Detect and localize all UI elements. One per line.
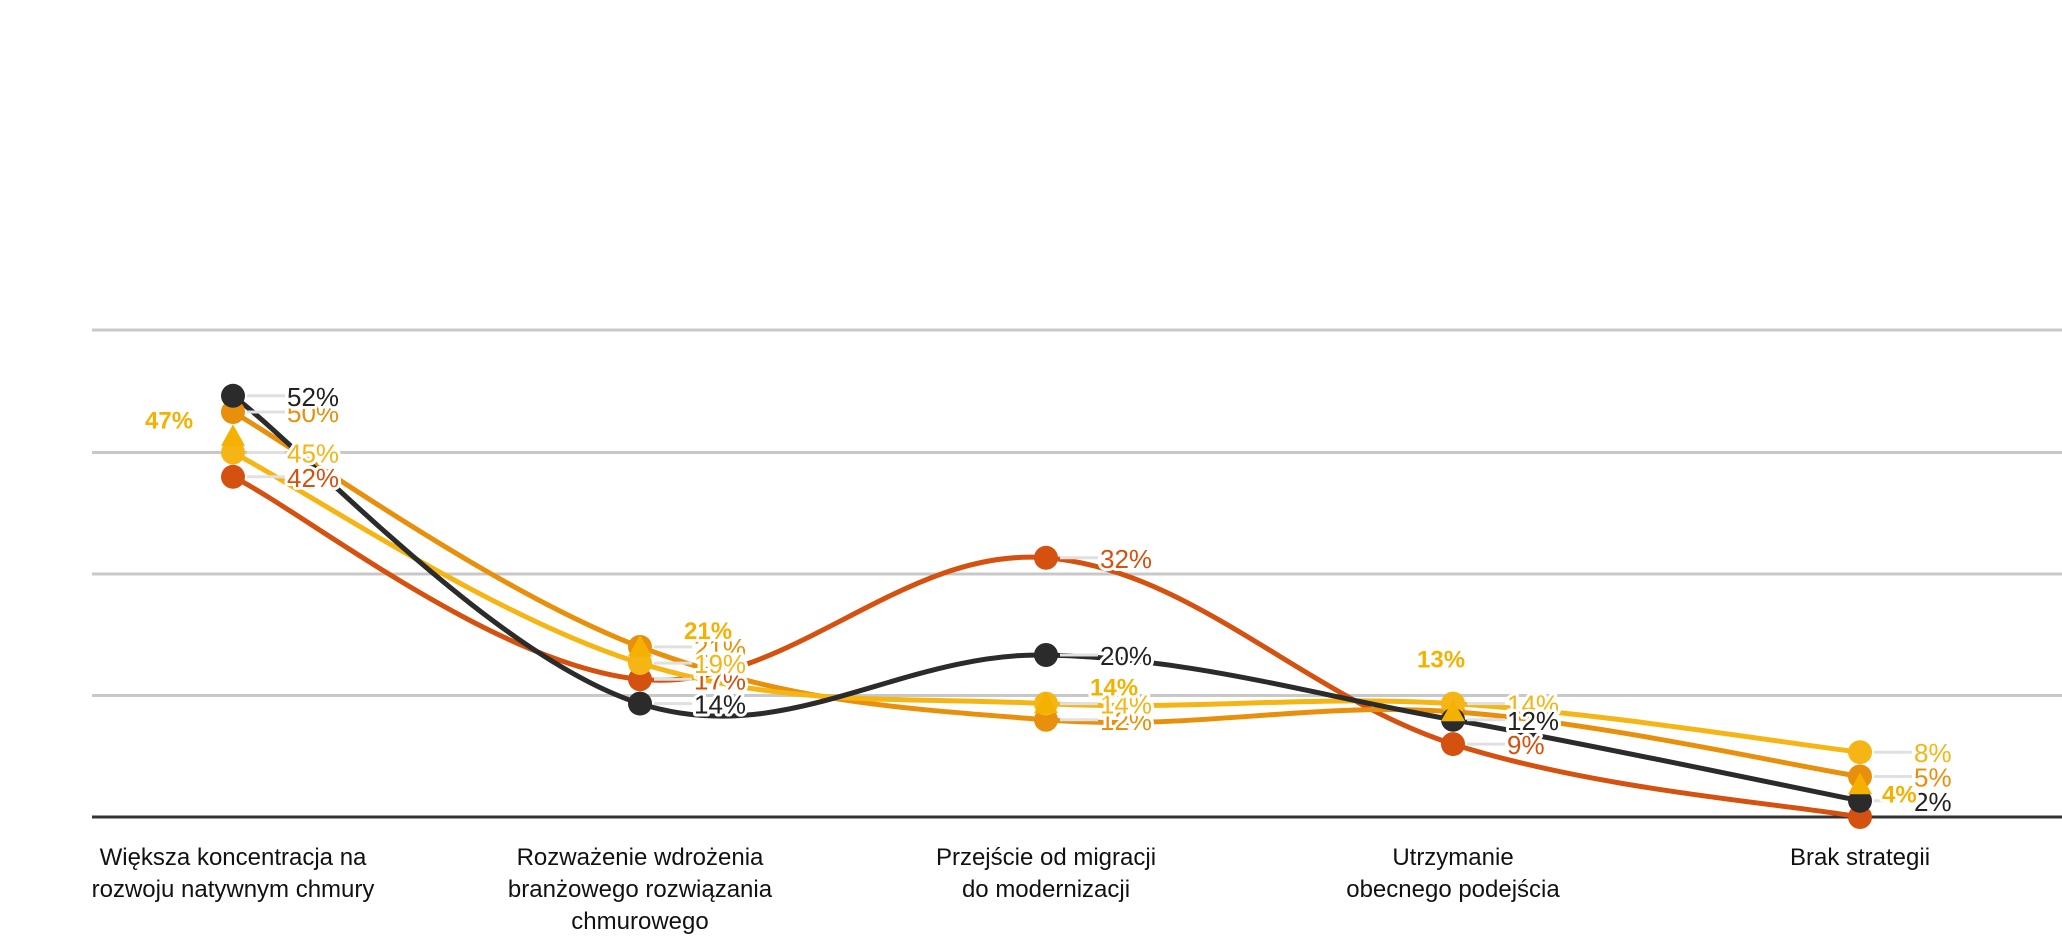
data-label: 50% <box>287 398 339 428</box>
marker-label: 13% <box>1417 647 1465 674</box>
data-point <box>628 651 652 676</box>
x-tick-label-line: Utrzymanie <box>1392 844 1514 871</box>
marker-label: 4% <box>1882 782 1917 809</box>
data-label: 17% <box>694 665 746 695</box>
triangle-marker <box>1848 772 1872 795</box>
triangle-marker <box>1441 699 1465 722</box>
x-tick-label-line: do modernizacji <box>961 876 1131 903</box>
data-point <box>628 691 652 716</box>
x-tick-label-line: Brak strategii <box>1789 844 1931 871</box>
x-tick-label-line: chmurowego <box>571 908 709 935</box>
marker-label: 14% <box>1090 675 1138 702</box>
x-tick-label: Rozważenie wdrożenia branżowego rozwiązan… <box>460 842 820 938</box>
data-label: 12% <box>1507 706 1559 736</box>
data-point <box>221 383 245 408</box>
data-label: 52% <box>287 382 339 412</box>
data-point <box>1848 740 1872 765</box>
x-tick-label-line: Przejście od migracji <box>935 844 1157 871</box>
data-label: 8% <box>1914 738 1952 768</box>
triangle-marker <box>221 424 245 446</box>
series-line <box>231 393 1861 804</box>
data-point <box>221 464 245 489</box>
data-label: 9% <box>1507 730 1545 760</box>
triangle-marker <box>628 634 652 657</box>
data-label: 14% <box>1100 690 1152 720</box>
data-point <box>1441 732 1465 757</box>
x-tick-label-line: obecnego podejścia <box>1346 876 1560 903</box>
data-label: 14% <box>694 690 746 720</box>
x-tick-label: Przejście od migracji do modernizacji <box>866 842 1226 906</box>
data-point <box>221 440 245 465</box>
x-tick-label-line: rozwoju natywnym chmury <box>91 876 375 903</box>
data-label: 42% <box>287 463 339 493</box>
data-label: 12% <box>1100 706 1152 736</box>
x-tick-label-line: Większa koncentracja na <box>99 844 367 871</box>
x-tick-label-line: branżowego rozwiązania <box>507 876 773 903</box>
x-tick-label-line: Rozważenie wdrożenia <box>516 844 764 871</box>
data-point <box>1848 788 1872 813</box>
x-tick-label: Utrzymanie obecnego podejścia <box>1273 842 1633 906</box>
x-tick-label: Brak strategii <box>1680 842 2040 874</box>
data-point <box>1034 545 1058 570</box>
x-tick-label: Większa koncentracja na rozwoju natywnym … <box>53 842 413 906</box>
data-label: 2% <box>1914 787 1952 817</box>
data-label: 14% <box>1507 690 1559 720</box>
marker-label: 21% <box>684 618 732 645</box>
triangle-marker <box>1034 691 1058 714</box>
data-point <box>1034 643 1058 667</box>
marker-label: 47% <box>145 407 193 434</box>
data-label: 20% <box>1100 641 1152 671</box>
data-label: 5% <box>1914 763 1952 793</box>
data-label: 45% <box>287 439 339 469</box>
data-label: 32% <box>1100 544 1152 574</box>
data-label: 21% <box>694 633 746 663</box>
data-label: 19% <box>694 649 746 679</box>
